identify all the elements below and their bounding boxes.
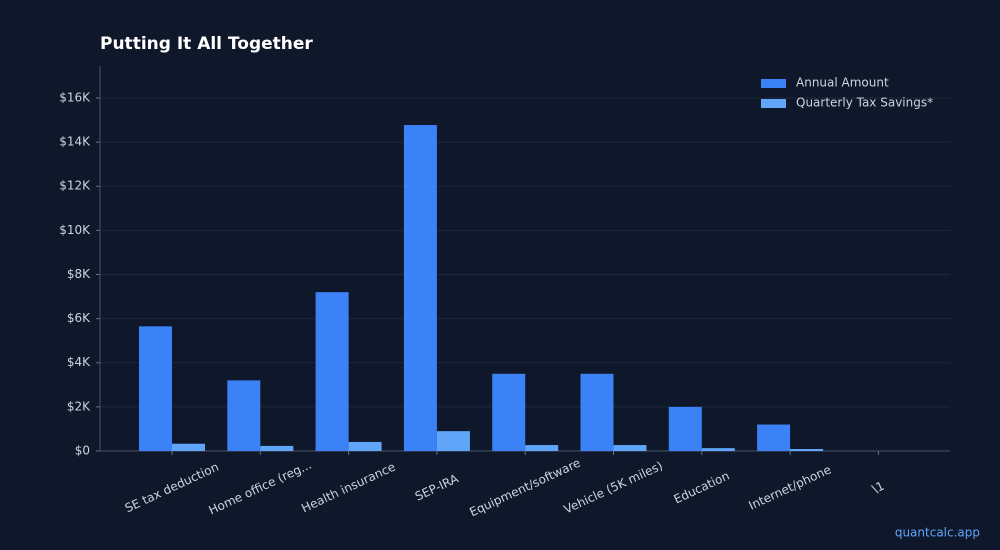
x-tick-label: SEP-IRA bbox=[413, 471, 461, 504]
bar bbox=[757, 424, 791, 451]
y-tick-label: $4K bbox=[67, 355, 91, 369]
bar bbox=[139, 326, 172, 451]
y-tick-label: $0 bbox=[75, 444, 90, 458]
bar bbox=[172, 443, 205, 451]
y-tick-label: $10K bbox=[59, 223, 91, 237]
legend-label: Quarterly Tax Savings* bbox=[796, 96, 933, 110]
bar bbox=[668, 406, 702, 451]
bar bbox=[315, 292, 349, 451]
legend-swatch bbox=[761, 79, 786, 88]
y-tick-label: $2K bbox=[67, 399, 91, 413]
legend-label: Annual Amount bbox=[796, 76, 889, 90]
bar bbox=[436, 431, 470, 451]
y-tick-label: $12K bbox=[59, 179, 91, 193]
x-tick-label: Education bbox=[672, 469, 732, 507]
x-tick-label: \1 bbox=[870, 479, 887, 497]
watermark: quantcalc.app bbox=[895, 526, 980, 540]
chart-title: Putting It All Together bbox=[100, 34, 313, 54]
bar bbox=[260, 445, 294, 451]
x-tick-label: Health insurance bbox=[299, 460, 397, 516]
bar bbox=[790, 449, 824, 451]
bar bbox=[580, 373, 614, 451]
bar bbox=[492, 373, 526, 451]
y-tick-label: $6K bbox=[67, 311, 91, 325]
bar bbox=[403, 125, 437, 452]
x-tick-label: Internet/phone bbox=[746, 462, 833, 512]
y-tick-label: $8K bbox=[67, 267, 91, 281]
x-tick-label: SE tax deduction bbox=[123, 460, 221, 516]
y-tick-label: $16K bbox=[59, 90, 91, 104]
legend-swatch bbox=[761, 99, 786, 108]
bar bbox=[348, 441, 382, 451]
y-tick-label: $14K bbox=[59, 135, 91, 149]
bar bbox=[613, 445, 647, 451]
bar bbox=[525, 445, 559, 451]
bar bbox=[701, 448, 735, 451]
x-tick-label: Home office (reg... bbox=[206, 458, 313, 518]
bar bbox=[227, 380, 261, 451]
